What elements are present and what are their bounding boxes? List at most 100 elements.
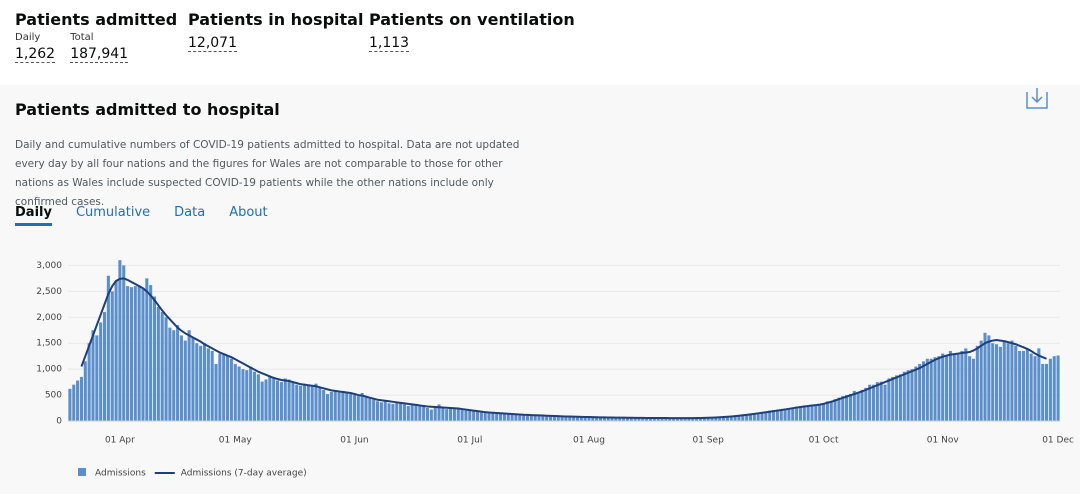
bar: [199, 345, 203, 421]
bar: [360, 392, 364, 421]
bar: [483, 412, 487, 421]
bar: [160, 312, 164, 421]
bar: [783, 409, 787, 421]
bar: [868, 384, 872, 421]
bar: [895, 375, 899, 421]
bar: [883, 384, 887, 421]
bar: [552, 416, 556, 421]
bar: [241, 369, 245, 421]
bar: [979, 340, 983, 421]
tab[interactable]: Cumulative: [75, 205, 151, 220]
bar: [218, 353, 222, 421]
bar: [745, 414, 749, 421]
download-icon[interactable]: [1026, 87, 1048, 109]
bar: [418, 404, 422, 421]
bar: [249, 366, 253, 421]
bar: [910, 369, 914, 421]
bar: [587, 417, 591, 421]
bar: [310, 385, 314, 421]
bar: [1025, 348, 1029, 421]
bar: [622, 417, 626, 421]
bar: [410, 403, 414, 421]
bar: [99, 322, 103, 421]
bar: [921, 361, 926, 421]
bar: [79, 376, 83, 421]
tab[interactable]: Daily: [15, 205, 52, 226]
bar: [229, 358, 233, 421]
bar: [614, 417, 618, 421]
x-tick-label: 01 Jul: [457, 436, 482, 446]
bar: [525, 415, 530, 421]
bar: [337, 391, 341, 421]
bar: [395, 402, 399, 421]
kpi-title: Patients admitted: [15, 10, 178, 29]
bar: [252, 371, 257, 421]
kpi-title: Patients on ventilation: [369, 10, 575, 29]
bar: [648, 418, 653, 421]
bar: [114, 280, 118, 421]
bar: [914, 366, 918, 421]
bar: [964, 348, 968, 421]
bar: [349, 394, 353, 421]
bar: [645, 418, 649, 421]
bar: [871, 384, 876, 421]
bar: [529, 415, 533, 421]
bar: [706, 417, 710, 421]
bar: [287, 379, 291, 421]
bar: [1056, 355, 1060, 421]
bar: [460, 409, 464, 421]
bar: [564, 416, 568, 421]
bar: [625, 417, 629, 421]
bar: [1033, 356, 1037, 421]
bar: [364, 396, 368, 421]
bar: [641, 417, 645, 421]
bar: [491, 413, 495, 421]
bar: [325, 394, 330, 421]
bar: [683, 418, 687, 421]
bar: [164, 317, 168, 421]
bar: [1041, 363, 1045, 421]
bar: [1045, 363, 1049, 421]
bar: [845, 395, 849, 421]
bar: [902, 371, 906, 421]
kpi-label: Total: [70, 32, 94, 43]
tab[interactable]: Data: [174, 205, 206, 220]
bar: [1002, 340, 1006, 421]
bar: [141, 288, 145, 421]
bar: [941, 353, 945, 421]
bar: [341, 390, 345, 421]
bar: [829, 400, 833, 421]
bar: [752, 413, 756, 421]
bar: [1048, 358, 1052, 421]
bar: [856, 391, 860, 421]
bar: [1006, 343, 1010, 421]
bar: [391, 403, 395, 421]
bar: [441, 406, 445, 421]
bar: [633, 417, 637, 421]
bar: [276, 380, 280, 421]
bar: [795, 406, 799, 421]
x-tick-label: 01 Oct: [809, 436, 839, 446]
bar: [575, 416, 579, 421]
bar: [176, 325, 180, 421]
bar: [618, 417, 622, 421]
bar: [764, 411, 768, 421]
bar: [833, 399, 837, 421]
tab[interactable]: About: [229, 205, 268, 220]
bar: [583, 417, 587, 421]
bar: [372, 398, 376, 421]
bar: [610, 417, 614, 421]
bar: [983, 332, 987, 421]
bar: [595, 417, 599, 421]
bar: [464, 410, 468, 421]
bar: [533, 415, 537, 421]
bar: [591, 417, 595, 421]
bar: [145, 278, 149, 421]
bar: [606, 417, 610, 421]
bar: [375, 401, 380, 421]
legend-swatch: [78, 468, 86, 476]
legend-label: Admissions: [95, 469, 146, 479]
bar: [975, 345, 979, 421]
bar: [695, 418, 699, 421]
bar: [998, 346, 1002, 421]
